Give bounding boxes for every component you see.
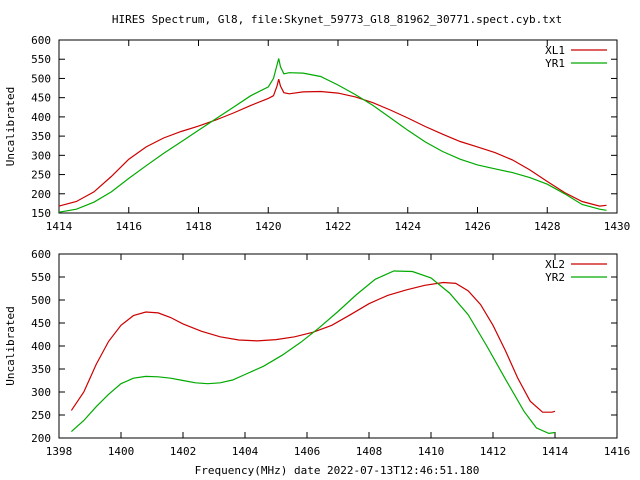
y-tick-label: 400	[31, 340, 51, 353]
x-tick-label: 1412	[480, 445, 507, 458]
x-tick-label: 1408	[356, 445, 383, 458]
legend-label-xl1: XL1	[545, 44, 565, 57]
plot-frame	[58, 253, 618, 439]
y-tick-label: 500	[31, 72, 51, 85]
bottom-spectrum-panel: 1398 1400 1402 1404 1406 1408 1410 1412 1414 1416…	[4, 248, 630, 458]
legend-label-yr2: YR2	[545, 271, 565, 284]
series-line-xl1	[58, 79, 607, 207]
y-tick-label: 550	[31, 53, 51, 66]
y-tick-label: 200	[31, 432, 51, 445]
x-tick-label: 1402	[170, 445, 197, 458]
series-line-xl2	[70, 281, 556, 413]
y-tick-label: 450	[31, 317, 51, 330]
x-tick-label: 1398	[46, 445, 73, 458]
x-tick-label: 1422	[325, 220, 352, 233]
y-tick-label: 300	[31, 386, 51, 399]
x-tick-label: 1400	[108, 445, 135, 458]
x-tick-label: 1424	[395, 220, 422, 233]
y-tick-label: 550	[31, 271, 51, 284]
x-tick-label: 1418	[185, 220, 212, 233]
x-tick-label: 1404	[232, 445, 259, 458]
x-tick-label: 1414	[46, 220, 73, 233]
x-axis-label: Frequency(MHz) date 2022-07-13T12:46:51.…	[195, 464, 480, 477]
x-tick-label: 1426	[464, 220, 491, 233]
x-tick-label: 1428	[534, 220, 561, 233]
y-tick-label: 450	[31, 92, 51, 105]
legend-label-yr1: YR1	[545, 57, 565, 70]
y-axis-label: Uncalibrated	[4, 306, 17, 385]
legend-label-xl2: XL2	[545, 258, 565, 271]
x-tick-label: 1420	[255, 220, 282, 233]
y-tick-label: 200	[31, 188, 51, 201]
x-tick-label: 1414	[542, 445, 569, 458]
x-tick-label: 1410	[418, 445, 445, 458]
series-line-yr1	[58, 58, 607, 213]
y-tick-label: 250	[31, 409, 51, 422]
x-tick-label: 1416	[116, 220, 143, 233]
y-tick-label: 600	[31, 34, 51, 47]
y-tick-label: 600	[31, 248, 51, 261]
top-spectrum-panel: 1414 1416 1418 1420 1422 1424 1426 1428 1430 150 2…	[4, 34, 630, 233]
y-tick-label: 350	[31, 130, 51, 143]
y-tick-label: 150	[31, 207, 51, 220]
plot-frame	[58, 39, 618, 214]
y-tick-label: 350	[31, 363, 51, 376]
x-tick-label: 1416	[604, 445, 631, 458]
x-tick-label: 1406	[294, 445, 321, 458]
y-tick-label: 500	[31, 294, 51, 307]
y-tick-label: 250	[31, 169, 51, 182]
series-line-yr2	[70, 270, 556, 435]
y-tick-label: 400	[31, 111, 51, 124]
y-tick-label: 300	[31, 149, 51, 162]
y-axis-label: Uncalibrated	[4, 87, 17, 166]
chart-title: HIRES Spectrum, Gl8, file:Skynet_59773_G…	[112, 13, 562, 26]
x-tick-label: 1430	[604, 220, 631, 233]
